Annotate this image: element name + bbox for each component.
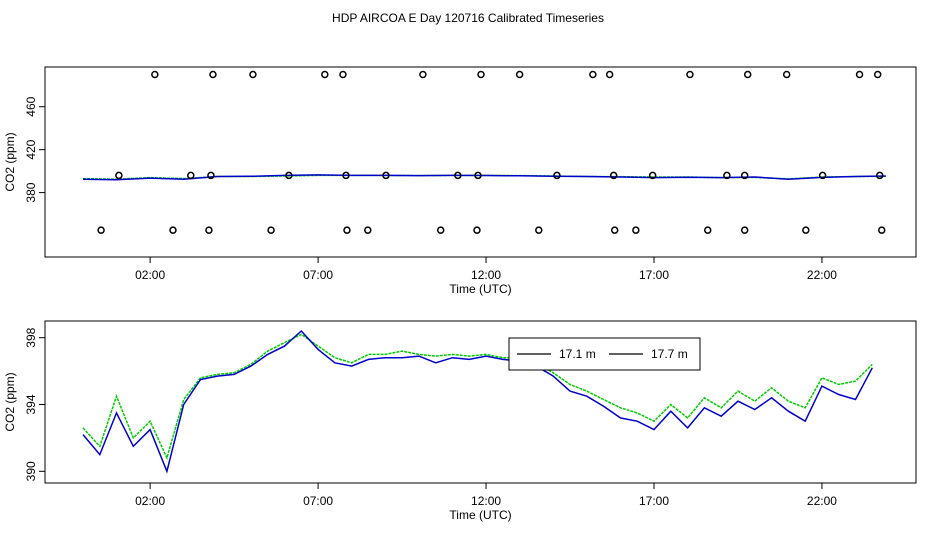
data-point xyxy=(740,226,749,234)
data-point xyxy=(632,226,640,234)
data-point xyxy=(875,171,884,180)
x-tick-label: 12:00 xyxy=(471,494,501,508)
x-tick-label: 22:00 xyxy=(807,494,837,508)
data-point xyxy=(343,226,351,234)
data-point xyxy=(436,226,445,234)
y-tick-label: 398 xyxy=(24,327,38,347)
data-point xyxy=(877,226,886,234)
data-point xyxy=(535,226,543,234)
x-tick-label: 12:00 xyxy=(471,268,501,282)
data-point xyxy=(339,70,347,79)
data-point xyxy=(686,70,694,79)
data-point xyxy=(802,226,810,234)
plot-area xyxy=(82,329,873,474)
data-point xyxy=(382,171,390,180)
data-point xyxy=(818,171,827,180)
plot-area xyxy=(82,70,886,234)
x-tick-label: 07:00 xyxy=(303,268,333,282)
y-tick-label: 390 xyxy=(24,461,38,481)
data-point xyxy=(609,171,618,180)
x-tick-label: 02:00 xyxy=(135,494,165,508)
data-point xyxy=(151,70,159,79)
y-tick-label: 380 xyxy=(24,182,38,202)
data-point xyxy=(207,171,215,180)
data-point xyxy=(364,226,372,234)
y-tick-label: 460 xyxy=(24,96,38,116)
x-axis-label: Time (UTC) xyxy=(449,508,511,522)
data-point xyxy=(605,70,614,79)
y-axis-label: CO2 (ppm) xyxy=(3,372,17,431)
data-point xyxy=(855,70,864,79)
data-point xyxy=(321,70,329,79)
data-point xyxy=(723,171,731,180)
series-line xyxy=(82,329,873,474)
data-point xyxy=(419,70,427,79)
data-point xyxy=(342,171,350,180)
data-point xyxy=(205,226,213,234)
y-axis-label: CO2 (ppm) xyxy=(3,132,17,191)
y-tick-label: 394 xyxy=(24,394,38,414)
data-point xyxy=(249,70,257,79)
data-point xyxy=(743,70,752,79)
x-tick-label: 02:00 xyxy=(135,268,165,282)
x-tick-label: 22:00 xyxy=(807,268,837,282)
data-point xyxy=(703,226,712,234)
legend-label: 17.7 m xyxy=(651,347,688,361)
x-tick-label: 07:00 xyxy=(303,494,333,508)
data-point xyxy=(515,70,524,79)
data-point xyxy=(115,171,123,180)
x-axis-label: Time (UTC) xyxy=(449,282,511,296)
data-point xyxy=(169,226,177,234)
data-point xyxy=(473,226,481,234)
series-line xyxy=(82,174,886,181)
data-point xyxy=(648,171,657,180)
data-point xyxy=(97,226,105,234)
data-point xyxy=(610,226,619,234)
data-point xyxy=(553,171,561,180)
x-tick-label: 17:00 xyxy=(639,268,669,282)
data-point xyxy=(873,70,882,79)
data-point xyxy=(454,171,462,180)
plot-frame xyxy=(44,66,917,258)
data-point xyxy=(187,171,195,180)
plot-frame xyxy=(44,320,917,484)
x-tick-label: 17:00 xyxy=(639,494,669,508)
data-point xyxy=(477,70,485,79)
data-point xyxy=(589,70,597,79)
data-point xyxy=(782,70,791,79)
y-tick-label: 420 xyxy=(24,139,38,159)
chart-title: HDP AIRCOA E Day 120716 Calibrated Times… xyxy=(332,11,604,25)
legend-label: 17.1 m xyxy=(559,347,596,361)
data-point xyxy=(267,226,275,234)
data-point xyxy=(474,171,482,180)
data-point xyxy=(209,70,217,79)
series-line xyxy=(82,333,873,461)
data-point xyxy=(740,171,749,180)
data-point xyxy=(285,171,293,180)
